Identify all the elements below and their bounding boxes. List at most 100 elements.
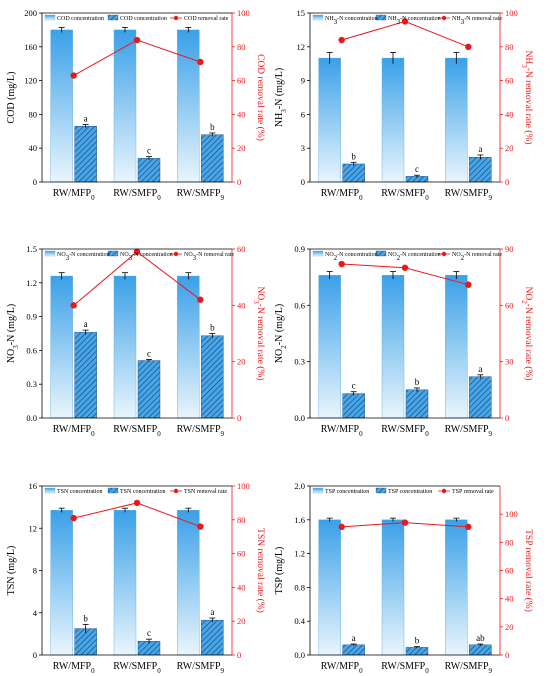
category-label: RW/SMFP0 [113, 424, 161, 438]
tick-label-left: 0 [33, 650, 37, 660]
tick-label-right: 20 [505, 143, 514, 153]
bar-concentration-treated [342, 644, 365, 656]
chart-panel-3: a c b 0.0 0.3 0.6 0.9 1.2 1.5 0 20 40 60 RW/MFP0 RW/SM… [6, 244, 266, 438]
tick-label-left: 3 [301, 143, 305, 153]
legend-label: TSN concentration [120, 489, 166, 495]
tick-label-left: 40 [29, 143, 38, 153]
tick-label-right: 100 [505, 8, 518, 18]
bar-concentration-raw [177, 275, 200, 419]
y-axis-title-right: NH3-N removal rate (%) [520, 51, 534, 145]
bar-concentration-raw [445, 57, 468, 183]
bar-concentration-raw [445, 519, 468, 656]
tick-label-right: 60 [237, 244, 246, 254]
bar-concentration-treated [137, 360, 161, 419]
category-label: RW/MFP0 [321, 188, 363, 202]
bar-concentration-raw [113, 275, 137, 419]
tick-label-right: 40 [505, 109, 514, 119]
legend-label: NO3-N concentration [120, 252, 173, 262]
legend-label: NO3-N removal rate [184, 252, 234, 262]
tick-label-left: 15 [297, 8, 306, 18]
tick-label-left: 1.6 [294, 515, 305, 525]
bar-concentration-raw [318, 57, 341, 183]
category-label: RW/SMFP9 [445, 424, 493, 438]
y-axis-title-left: NH3-N (mg/L) [274, 68, 288, 127]
bar-concentration-treated [201, 335, 224, 419]
removal-rate-point [133, 36, 141, 44]
legend-swatch-raw [44, 487, 56, 494]
bar-concentration-treated [405, 389, 429, 419]
legend-swatch-point [173, 15, 179, 21]
tick-label-right: 80 [237, 42, 246, 52]
legend-swatch-point [441, 15, 447, 21]
y-axis-title-left: TSN (mg/L) [6, 546, 17, 596]
legend: TSP concentration TSP concentration TSP re… [312, 487, 494, 495]
bar-concentration-raw [445, 275, 468, 419]
legend-swatch-point [173, 488, 179, 494]
tick-label-right: 20 [237, 143, 246, 153]
legend-swatch-raw [312, 14, 324, 21]
y-axis-title-right: COD removal rate (%) [255, 54, 266, 141]
removal-rate-point [70, 72, 77, 79]
significance-label: c [415, 164, 419, 174]
legend: NH3-N concentration NH3-N concentration NH… [312, 14, 502, 26]
legend-label: NH3-N concentration [325, 16, 378, 26]
legend-label: TSN concentration [57, 489, 103, 495]
legend-swatch-treated [375, 14, 387, 21]
tick-label-right: 0 [505, 177, 509, 187]
y-axis-title-left: NO3-N (mg/L) [6, 304, 20, 363]
tick-label-right: 80 [505, 537, 514, 547]
tick-label-right: 60 [505, 76, 514, 86]
significance-label: a [478, 144, 482, 154]
bar-concentration-raw [318, 275, 341, 419]
significance-label: c [147, 146, 151, 156]
bar-concentration-raw [113, 29, 137, 183]
tick-label-right: 60 [237, 76, 246, 86]
tick-label-right: 0 [237, 177, 241, 187]
legend: NO2-N concentration NO2-N concentration NO… [312, 250, 502, 262]
removal-rate-point [465, 523, 472, 531]
category-label: RW/SMFP9 [177, 661, 225, 675]
bar-concentration-treated [201, 619, 224, 656]
tick-label-right: 40 [505, 594, 514, 604]
tick-label-left: 6 [301, 109, 305, 119]
significance-label: b [83, 613, 88, 623]
tick-label-left: 12 [297, 42, 306, 52]
tick-label-left: 0.8 [294, 582, 305, 592]
legend-swatch-raw [312, 250, 324, 257]
chart-panel-1: a c b 0 40 80 120 160 200 0 20 40 60 80 100 RW/MFP0 RW/S… [6, 8, 266, 202]
legend-label: NO2-N removal rate [452, 252, 502, 262]
bar-concentration-treated [342, 393, 365, 419]
removal-rate-point [133, 248, 141, 256]
category-label: RW/SMFP9 [177, 188, 225, 202]
legend-swatch-treated [375, 250, 387, 257]
tick-label-right: 40 [237, 300, 246, 310]
tick-label-right: 100 [237, 8, 250, 18]
y-axis-title-left: TSP (mg/L) [274, 547, 285, 595]
tick-label-right: 20 [237, 616, 246, 626]
tick-label-left: 9 [301, 76, 305, 86]
legend-label: TSP removal rate [452, 489, 494, 495]
bar-concentration-raw [50, 29, 73, 183]
significance-label: c [147, 628, 151, 638]
bar-concentration-raw [50, 275, 73, 419]
tick-label-left: 0.3 [26, 379, 37, 389]
significance-label: b [210, 323, 215, 333]
legend: NO3-N concentration NO3-N concentration NO… [44, 250, 234, 262]
tick-label-left: 0 [301, 177, 305, 187]
removal-rate-point [465, 43, 472, 50]
category-label: RW/MFP0 [53, 424, 95, 438]
legend-label: COD concentration [57, 16, 104, 22]
removal-rate-point [401, 18, 409, 25]
tick-label-right: 0 [237, 413, 241, 423]
tick-label-left: 0.9 [294, 244, 305, 254]
significance-label: a [352, 633, 356, 643]
tick-label-left: 0.3 [294, 357, 305, 367]
bar-concentration-treated [74, 126, 97, 183]
tick-label-left: 160 [24, 42, 37, 52]
legend-label: TSP concentration [388, 489, 432, 495]
legend-swatch-point [441, 251, 447, 257]
legend-label: NO2-N concentration [325, 252, 378, 262]
removal-rate-point [197, 523, 204, 530]
legend: COD concentration COD concentration COD re… [44, 14, 229, 22]
bar-concentration-raw [177, 29, 200, 183]
